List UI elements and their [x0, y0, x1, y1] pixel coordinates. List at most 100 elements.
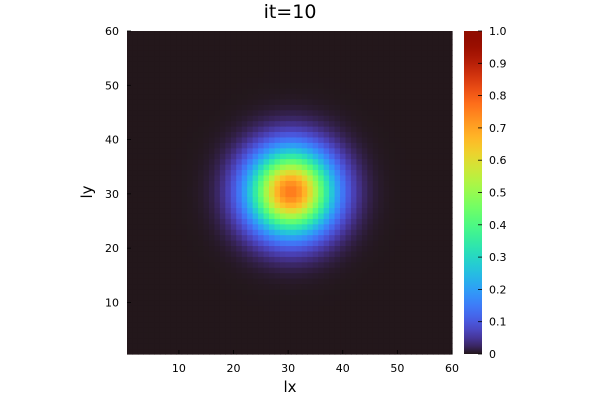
heatmap-cell: [159, 158, 166, 165]
heatmap-cell: [329, 278, 336, 285]
heatmap-cell: [421, 169, 429, 176]
heatmap-cell: [350, 321, 358, 328]
x-axis: 10 20 30 40 50 60: [172, 350, 459, 375]
heatmap-cell: [323, 55, 330, 62]
heatmap-cell: [367, 234, 374, 241]
heatmap-cell: [329, 50, 336, 57]
heatmap-cell: [137, 207, 144, 214]
heatmap-cell: [443, 55, 450, 62]
heatmap-cell: [334, 316, 341, 323]
heatmap-cell: [230, 267, 237, 274]
heatmap-cell: [219, 256, 226, 263]
heatmap-cell: [394, 33, 401, 40]
heatmap-cell: [443, 234, 450, 241]
heatmap-cell: [427, 234, 434, 241]
heatmap-cell: [165, 66, 172, 73]
heatmap-cell: [394, 294, 401, 301]
heatmap-cell: [159, 82, 166, 89]
heatmap-cell: [170, 256, 177, 263]
heatmap-cell: [372, 299, 379, 306]
heatmap-cell: [383, 66, 390, 73]
heatmap-cell: [405, 267, 412, 274]
heatmap-cell: [258, 207, 265, 214]
heatmap-cell: [225, 305, 232, 312]
heatmap-cell: [394, 332, 401, 339]
heatmap-cell: [181, 153, 188, 160]
heatmap-cell: [279, 142, 286, 149]
heatmap-cell: [258, 174, 265, 181]
heatmap-cell: [334, 93, 341, 100]
heatmap-cell: [301, 337, 308, 344]
heatmap-cell: [405, 256, 412, 263]
heatmap-cell: [279, 174, 286, 181]
heatmap-cell: [263, 218, 270, 225]
heatmap-cell: [214, 212, 221, 219]
heatmap-cell: [132, 174, 139, 181]
heatmap-cell: [170, 93, 177, 100]
heatmap-cell: [356, 294, 363, 301]
heatmap-cell: [214, 245, 221, 252]
heatmap-cell: [154, 164, 161, 171]
heatmap-cell: [132, 33, 139, 40]
heatmap-cell: [383, 240, 390, 247]
heatmap-cell: [383, 191, 390, 198]
heatmap-cell: [263, 115, 270, 122]
heatmap-cell: [312, 104, 319, 111]
heatmap-cell: [367, 191, 374, 198]
heatmap-cell: [290, 169, 297, 176]
heatmap-cell: [269, 77, 276, 84]
heatmap-cell: [225, 158, 232, 165]
heatmap-cell: [148, 131, 155, 138]
heatmap-cell: [323, 218, 330, 225]
heatmap-cell: [312, 261, 319, 268]
heatmap-cell: [159, 245, 166, 252]
heatmap-cell: [372, 88, 379, 95]
heatmap-cell: [400, 261, 407, 268]
heatmap-cell: [334, 126, 341, 133]
heatmap-cell: [241, 223, 248, 230]
heatmap-cell: [378, 305, 385, 312]
heatmap-cell: [225, 50, 232, 57]
heatmap-cell: [350, 55, 358, 62]
heatmap-cell: [350, 98, 358, 105]
heatmap-cell: [356, 109, 363, 116]
heatmap-cell: [438, 33, 445, 40]
heatmap-cell: [301, 93, 308, 100]
heatmap-cell: [438, 120, 445, 127]
heatmap-cell: [127, 31, 134, 35]
heatmap-cell: [176, 31, 183, 35]
heatmap-cell: [378, 66, 385, 73]
heatmap-cell: [427, 207, 434, 214]
heatmap-cell: [378, 50, 385, 57]
heatmap-cell: [230, 256, 237, 263]
heatmap-cell: [170, 82, 177, 89]
heatmap-cell: [230, 88, 237, 95]
heatmap-cell: [252, 245, 259, 252]
heatmap-cell: [181, 272, 188, 279]
heatmap-cell: [219, 142, 226, 149]
heatmap-cell: [247, 39, 254, 46]
heatmap-cell: [198, 153, 205, 160]
heatmap-cell: [214, 77, 221, 84]
heatmap-cell: [170, 202, 177, 209]
heatmap-cell: [443, 39, 450, 46]
heatmap-cell: [269, 88, 276, 95]
heatmap-cell: [181, 202, 188, 209]
y-tick-label: 20: [105, 242, 119, 255]
heatmap-cell: [290, 115, 297, 122]
heatmap-cell: [132, 88, 139, 95]
heatmap-cell: [383, 31, 390, 35]
heatmap-cell: [318, 147, 325, 154]
heatmap-cell: [148, 93, 155, 100]
heatmap-cell: [323, 256, 330, 263]
heatmap-cell: [334, 261, 341, 268]
heatmap-cell: [241, 337, 248, 344]
heatmap-cell: [225, 267, 232, 274]
heatmap-cell: [378, 82, 385, 89]
heatmap-cell: [143, 343, 150, 350]
heatmap-cell: [340, 326, 347, 333]
heatmap-cell: [263, 142, 270, 149]
heatmap-cell: [176, 299, 183, 306]
heatmap-cell: [340, 294, 347, 301]
heatmap-cell: [214, 109, 221, 116]
